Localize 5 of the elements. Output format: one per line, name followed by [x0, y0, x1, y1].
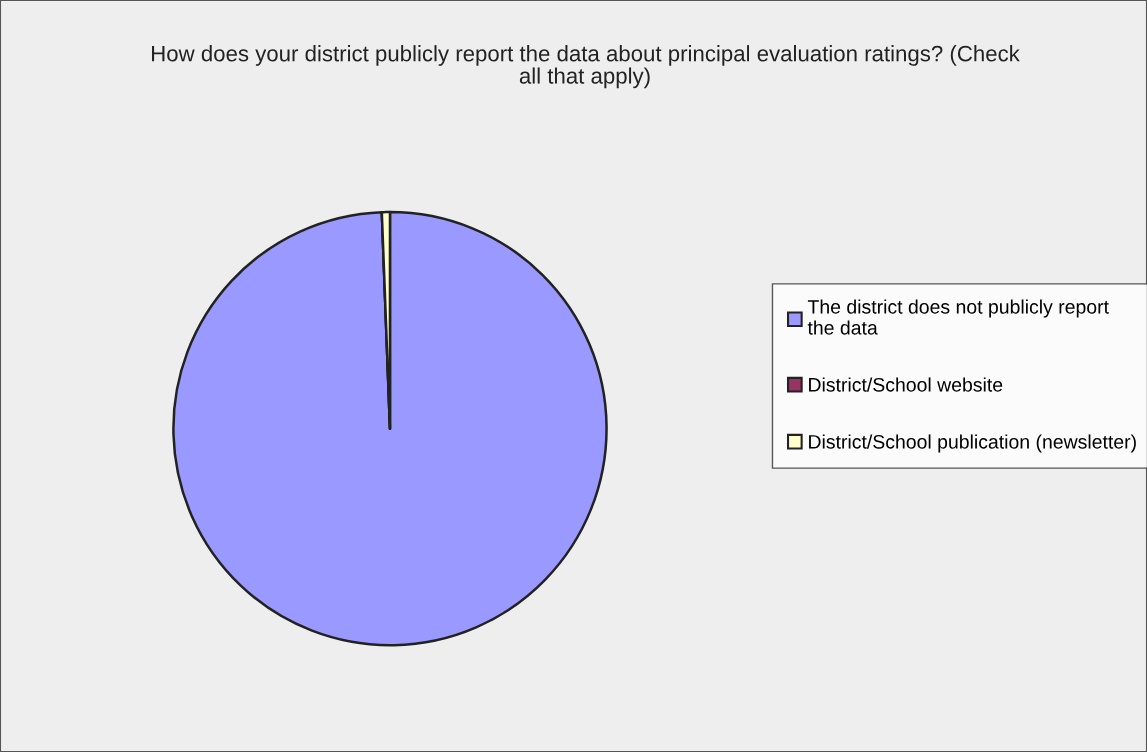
chart-title: How does your district publicly report the data about principal evaluation ratings? (Check all that apply) [152, 45, 1020, 89]
legend-label: The district does not publicly report the data [807, 299, 1109, 335]
legend-label: District/School website [809, 377, 1003, 392]
pie-slice [172, 210, 608, 647]
legend-label: District/School publication (newsletter) [809, 434, 1136, 453]
